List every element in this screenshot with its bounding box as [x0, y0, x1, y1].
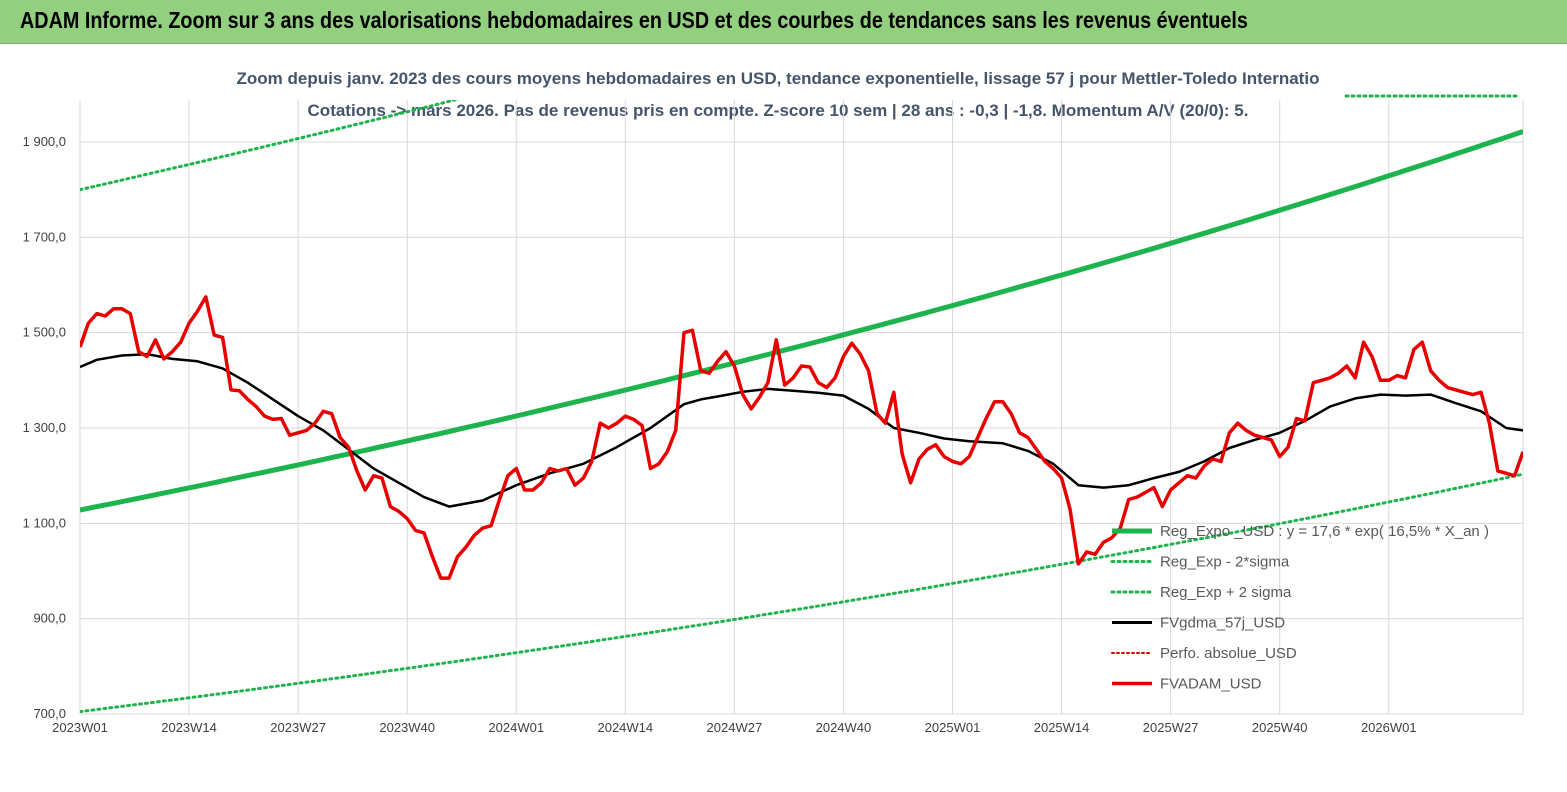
y-tick-label: 1 100,0: [23, 515, 66, 530]
legend-label: FVgdma_57j_USD: [1160, 615, 1285, 632]
y-axis-ticks: 700,0 900,0 1 100,0 1 300,0 1 500,0 1 700,0 1 …: [23, 134, 66, 721]
x-tick-label: 2026W01: [1361, 720, 1417, 735]
series-fvgdma-line: [80, 352, 1523, 508]
x-tick-label: 2025W14: [1034, 720, 1090, 735]
chart-title-line-1: Zoom depuis janv. 2023 des cours moyens …: [237, 69, 1320, 88]
chart-title-line-2: Cotations -> mars 2026. Pas de revenus p…: [308, 101, 1249, 120]
series-reg-minus-2sigma-line: [80, 472, 1523, 714]
report-title: ADAM Informe. Zoom sur 3 ans des valoris…: [20, 7, 1248, 33]
y-tick-label: 1 500,0: [23, 325, 66, 340]
legend-label: FVADAM_USD: [1160, 676, 1262, 693]
plot-background: [0, 44, 1567, 792]
x-axis-ticks: 2023W01 2023W14 2023W27 2023W40 2024W01 2024W…: [52, 720, 1416, 735]
y-tick-label: 1 300,0: [23, 420, 66, 435]
legend-label: Reg_Exp - 2*sigma: [1160, 554, 1290, 571]
x-tick-label: 2023W01: [52, 720, 108, 735]
x-tick-label: 2025W01: [925, 720, 981, 735]
y-tick-label: 1 900,0: [23, 134, 66, 149]
legend-label: Perfo. absolue_USD: [1160, 645, 1297, 662]
gridlines: [79, 100, 1524, 715]
series-fvadam-line: [80, 295, 1523, 580]
y-tick-label: 700,0: [33, 706, 66, 721]
legend: Reg_Expo _USD : y = 17,6 * exp( 16,5% * …: [1110, 523, 1489, 693]
y-tick-label: 900,0: [33, 611, 66, 626]
x-tick-label: 2023W40: [379, 720, 435, 735]
x-tick-label: 2025W40: [1252, 720, 1308, 735]
x-tick-label: 2023W14: [161, 720, 217, 735]
series-reg-plus-2sigma-line: [80, 100, 461, 192]
series-lines: [80, 94, 1523, 714]
line-chart: Zoom depuis janv. 2023 des cours moyens …: [0, 44, 1567, 792]
x-tick-label: 2024W14: [597, 720, 653, 735]
y-tick-label: 1 700,0: [23, 229, 66, 244]
x-tick-label: 2024W40: [816, 720, 872, 735]
legend-label: Reg_Exp + 2 sigma: [1160, 584, 1292, 601]
legend-label: Reg_Expo _USD : y = 17,6 * exp( 16,5% * …: [1160, 523, 1489, 540]
series-reg-expo-line: [80, 129, 1523, 513]
x-tick-label: 2024W01: [488, 720, 544, 735]
x-tick-label: 2023W27: [270, 720, 326, 735]
x-tick-label: 2025W27: [1143, 720, 1199, 735]
x-tick-label: 2024W27: [707, 720, 763, 735]
report-banner: ADAM Informe. Zoom sur 3 ans des valoris…: [0, 0, 1567, 44]
